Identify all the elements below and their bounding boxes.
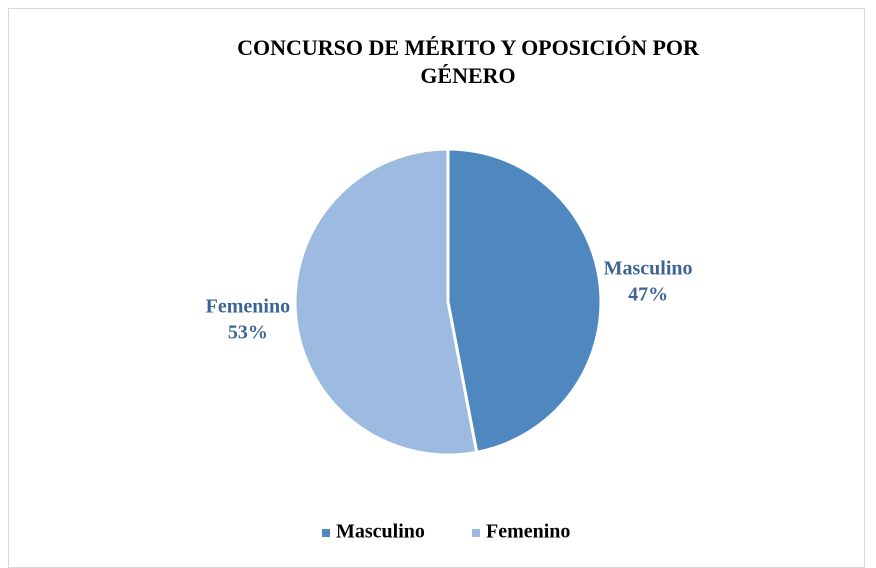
data-label-name: Femenino bbox=[206, 296, 290, 318]
data-label-value: 47% bbox=[628, 284, 668, 306]
pie-slice bbox=[293, 147, 479, 457]
legend-item: Femenino bbox=[472, 521, 570, 543]
legend-label: Femenino bbox=[486, 521, 570, 543]
legend-swatch bbox=[472, 529, 480, 537]
legend-label: Masculino bbox=[336, 521, 425, 543]
data-label-value: 53% bbox=[228, 322, 268, 344]
pie-slice bbox=[446, 147, 603, 455]
legend-item: Masculino bbox=[322, 521, 425, 543]
chart-title: CONCURSO DE MÉRITO Y OPOSICIÓN POR GÉNER… bbox=[237, 35, 699, 88]
legend-swatch bbox=[322, 529, 330, 537]
data-label-name: Masculino bbox=[604, 258, 693, 280]
